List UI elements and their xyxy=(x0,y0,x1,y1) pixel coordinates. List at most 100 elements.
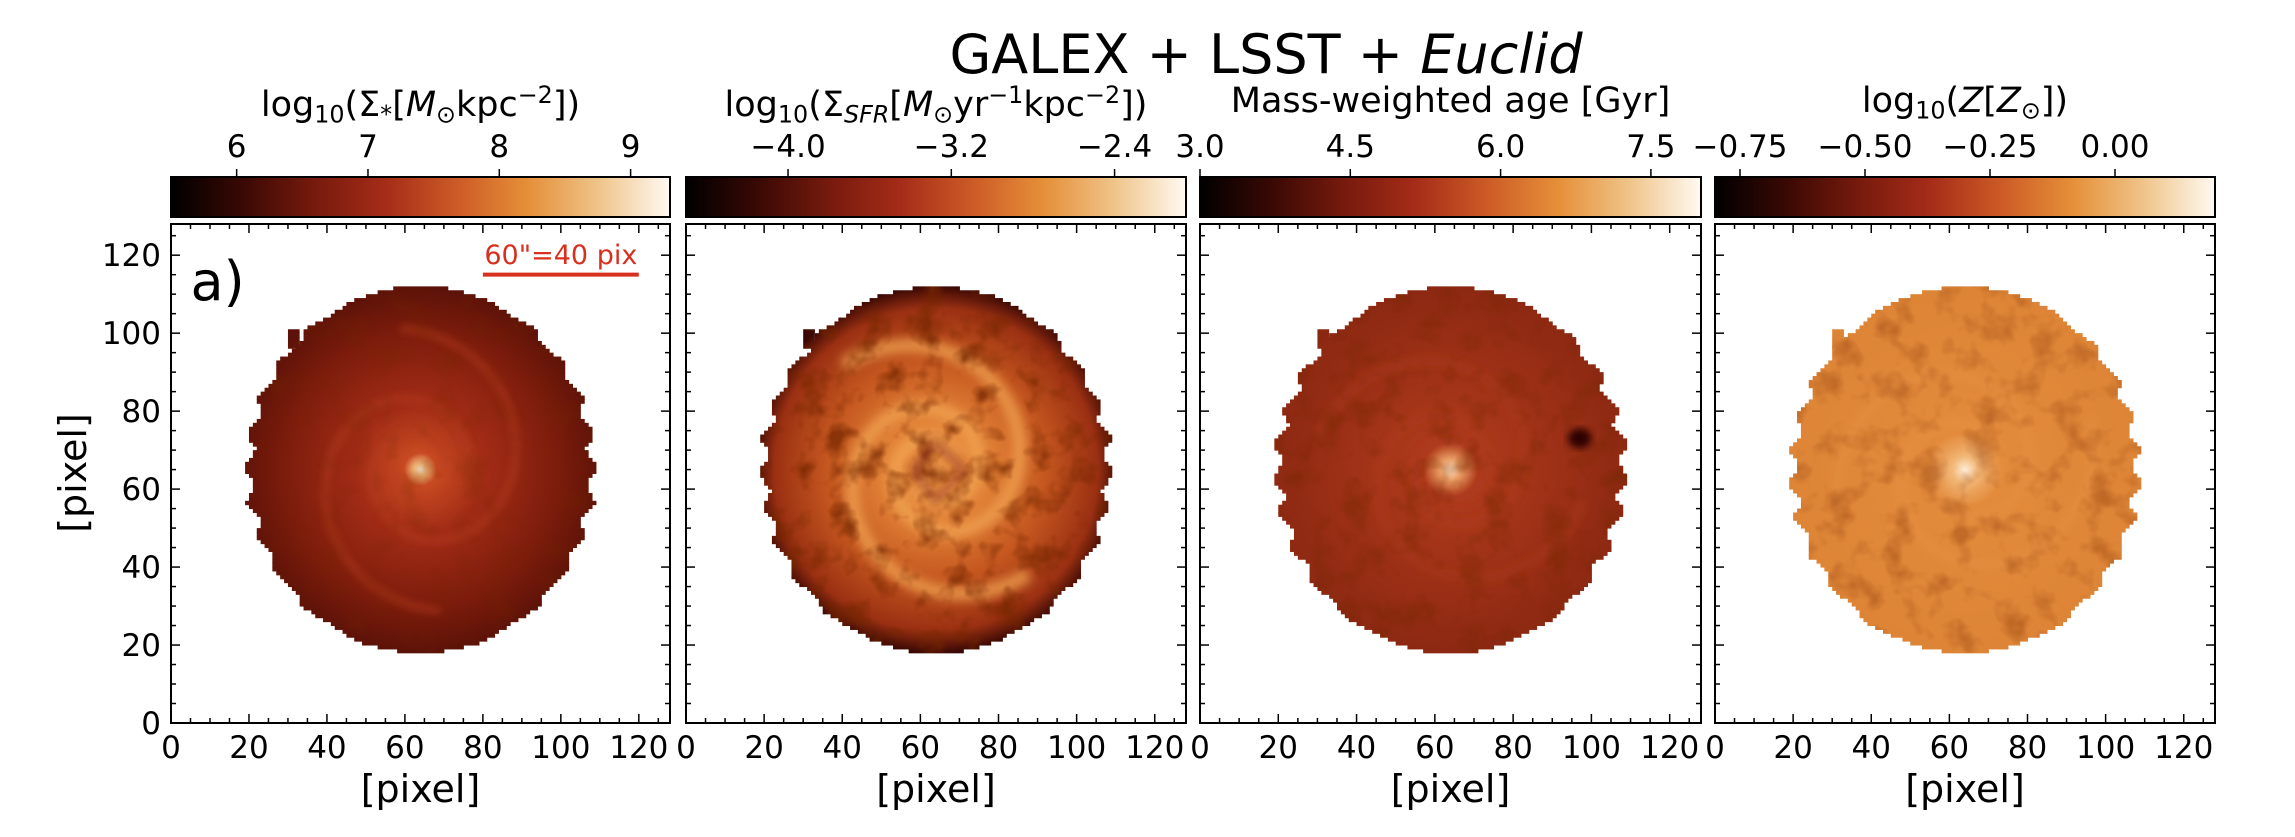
x-tick-label: 0 xyxy=(676,730,696,766)
colorbar-3: 3.0 4.5 6.0 7.5 xyxy=(1175,129,1702,218)
colorbar-label: log10(Σ*[M⊙kpc−2]) xyxy=(260,81,581,129)
y-tick-label: 120 xyxy=(102,238,161,274)
y-axis-label: [pixel] xyxy=(51,413,95,533)
label-segment: 10 xyxy=(314,100,345,129)
panel-4: 0 20 40 60 80 100 120 xyxy=(1705,223,2216,766)
x-tick-label: 120 xyxy=(1125,730,1184,766)
colorbar-tick-label: 6 xyxy=(227,129,247,165)
label-segment: ]) xyxy=(1120,85,1148,126)
colorbar-tick-label: 9 xyxy=(621,129,641,165)
label-segment: −1 xyxy=(988,81,1024,109)
label-segment: [ xyxy=(889,85,903,126)
x-axis-label: [pixel] xyxy=(876,767,996,811)
label-segment: Euclid xyxy=(1420,23,1583,86)
x-tick-label: 80 xyxy=(463,730,502,766)
colorbar-tick-label: −0.75 xyxy=(1693,129,1788,165)
colorbar-tick-label: 0.00 xyxy=(2080,129,2149,165)
x-tick-label: 80 xyxy=(1493,730,1532,766)
colorbar-tick-label: 8 xyxy=(489,129,509,165)
colorbar-gradient xyxy=(1714,176,2216,218)
y-tick-label: 0 xyxy=(141,706,161,742)
x-tick-label: 100 xyxy=(531,730,590,766)
x-tick-label: 20 xyxy=(229,730,268,766)
x-tick-label: 0 xyxy=(1190,730,1210,766)
label-segment: ]) xyxy=(552,85,581,126)
colorbar-label: log10(Z[Z⊙]) xyxy=(1862,84,2068,123)
x-tick-label: 20 xyxy=(1773,730,1812,766)
x-axis-label: [pixel] xyxy=(1905,767,2025,811)
x-tick-label: 20 xyxy=(1259,730,1298,766)
colorbar-label: Mass-weighted age [Gyr] xyxy=(1231,84,1670,119)
x-tick-label: 120 xyxy=(2154,730,2213,766)
x-tick-label: 100 xyxy=(1047,730,1106,766)
axes-frame xyxy=(685,223,1187,724)
x-tick-label: 80 xyxy=(979,730,1018,766)
figure-title: GALEX + LSST + Euclid xyxy=(949,28,1582,82)
x-tick-label: 80 xyxy=(2008,730,2047,766)
label-segment: [ xyxy=(1983,81,1997,121)
label-segment: ⊙ xyxy=(436,100,456,129)
colorbar-tick-label: −3.2 xyxy=(914,129,989,165)
x-tick-label: 120 xyxy=(609,730,668,766)
colorbar-2: −4.0 −3.2 −2.4 xyxy=(685,129,1187,218)
x-tick-label: 100 xyxy=(2076,730,2135,766)
galaxy-map xyxy=(1789,286,2142,654)
label-segment: SFR xyxy=(843,100,890,129)
colorbar-label: log10(ΣSFR[M⊙yr−1kpc−2]) xyxy=(724,81,1148,129)
axes-frame xyxy=(1199,223,1702,724)
label-segment: ]) xyxy=(2040,81,2069,121)
label-segment: * xyxy=(380,100,393,129)
label-segment: 10 xyxy=(777,100,809,129)
y-tick-label: 60 xyxy=(122,472,161,508)
x-tick-label: 100 xyxy=(1562,730,1621,766)
x-tick-label: 60 xyxy=(385,730,424,766)
colorbar-tick-label: −2.4 xyxy=(1077,129,1152,165)
colorbar-1: 6 7 8 9 xyxy=(170,129,671,218)
panel-label: a) xyxy=(190,250,244,313)
colorbar-gradient xyxy=(170,176,671,218)
colorbar-tick-label: −0.50 xyxy=(1818,129,1913,165)
colorbar-tick-label: 7.5 xyxy=(1626,129,1675,165)
label-segment: GALEX + LSST + xyxy=(949,23,1421,86)
colorbar-tick-label: 7 xyxy=(358,129,378,165)
colorbar-tick-label: −4.0 xyxy=(750,129,825,165)
y-tick-label: 20 xyxy=(122,628,161,664)
x-tick-label: 120 xyxy=(1640,730,1699,766)
galaxy-map xyxy=(1274,286,1628,654)
colorbar-gradient xyxy=(1199,176,1702,218)
label-segment: kpc xyxy=(456,85,518,126)
x-axis-label: [pixel] xyxy=(1390,767,1511,811)
ring-feature xyxy=(906,434,971,509)
colorbar-tick-label: 6.0 xyxy=(1476,129,1525,165)
colorbar-tick-label: 4.5 xyxy=(1326,129,1375,165)
galaxy-map xyxy=(245,286,597,654)
label-segment: ⊙ xyxy=(2020,96,2041,125)
label-segment: Mass-weighted age [Gyr] xyxy=(1230,81,1671,121)
colorbar-tick-label: −0.25 xyxy=(1943,129,2038,165)
axes-frame xyxy=(170,223,671,724)
axes-frame xyxy=(1714,223,2216,724)
x-tick-label: 40 xyxy=(1852,730,1891,766)
x-tick-label: 60 xyxy=(901,730,940,766)
label-segment: M xyxy=(902,85,934,126)
x-axis-label: [pixel] xyxy=(360,767,481,811)
label-segment: log xyxy=(260,85,315,126)
label-segment: log xyxy=(1861,81,1916,121)
x-tick-label: 60 xyxy=(1930,730,1969,766)
label-segment: −2 xyxy=(1085,81,1121,109)
label-segment: Z xyxy=(1996,81,2021,121)
label-segment: log xyxy=(724,85,778,126)
label-segment: 10 xyxy=(1915,96,1946,125)
x-tick-label: 20 xyxy=(744,730,783,766)
label-segment: (Σ xyxy=(808,85,844,126)
colorbar-4: −0.75 −0.50 −0.25 0.00 xyxy=(1693,129,2216,218)
x-tick-label: 0 xyxy=(161,730,181,766)
label-segment: −2 xyxy=(517,81,553,109)
panel-3: 0 20 40 60 80 100 120 xyxy=(1190,223,1702,766)
y-tick-label: 40 xyxy=(122,550,161,586)
x-tick-label: 40 xyxy=(823,730,862,766)
label-segment: (Σ xyxy=(344,85,381,126)
colorbar-tick-label: 3.0 xyxy=(1175,129,1224,165)
x-tick-label: 40 xyxy=(1337,730,1376,766)
